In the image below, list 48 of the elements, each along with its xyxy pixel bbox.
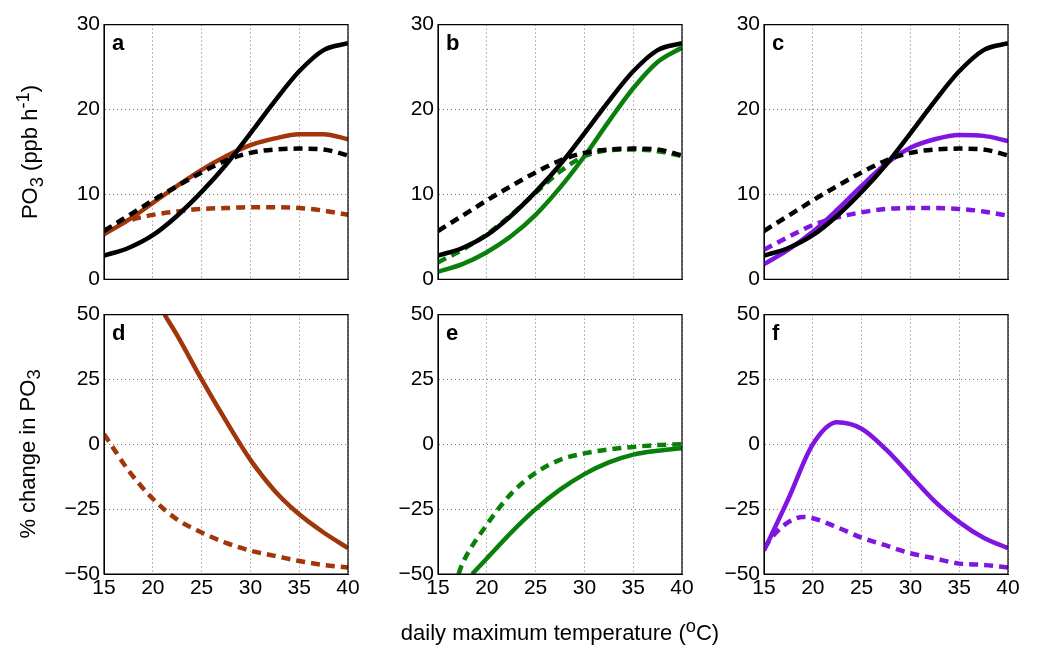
annotation: a [112, 29, 125, 55]
annotation: b [446, 29, 460, 55]
y-tick-label: 20 [736, 96, 760, 120]
y-tick-label: −25 [64, 495, 100, 519]
y-tick-label: 10 [410, 181, 434, 205]
y-tick-label: 50 [736, 301, 760, 325]
line-series [162, 314, 348, 551]
x-tick-label: 40 [670, 575, 694, 599]
y-tick-label: 50 [76, 301, 100, 325]
y-tick-label: 50 [410, 301, 434, 325]
x-tick-label: 30 [572, 575, 597, 599]
x-tick-label: 40 [996, 575, 1020, 599]
y-tick-label: 25 [410, 366, 434, 390]
y-tick-label: 0 [748, 266, 760, 290]
x-tick-label: 30 [238, 575, 263, 599]
y-tick-label: 10 [76, 181, 100, 205]
y-tick-label: 0 [422, 431, 434, 455]
x-tick-label: 20 [475, 575, 499, 599]
y-tick-label: 0 [88, 431, 100, 455]
x-tick-label: 35 [621, 575, 645, 599]
y-tick-label: 10 [736, 181, 760, 205]
y-tick-label: 30 [736, 11, 760, 35]
y-tick-label: 20 [76, 96, 100, 120]
y-tick-label: 20 [410, 96, 434, 120]
y-tick-label: 0 [422, 266, 434, 290]
line-series [104, 431, 348, 570]
annotation: e [446, 319, 459, 345]
x-tick-label: 20 [141, 575, 165, 599]
y-tick-label: 30 [410, 11, 434, 35]
x-tick-label: 20 [801, 575, 825, 599]
x-axis-title: daily maximum temperature ($^{o}$C) [400, 614, 720, 648]
x-tick-label: 40 [336, 575, 360, 599]
annotation: c [772, 29, 785, 55]
x-tick-label: 35 [947, 575, 971, 599]
y-tick-label: −25 [724, 495, 760, 519]
y-tick-label: 0 [748, 431, 760, 455]
x-tick-label: 25 [849, 575, 874, 599]
y-tick-label: 25 [76, 366, 100, 390]
annotation: d [112, 319, 126, 345]
annotation: f [772, 319, 780, 345]
x-tick-label: 25 [523, 575, 548, 599]
y-tick-label: 0 [88, 266, 100, 290]
x-tick-label: 30 [898, 575, 923, 599]
x-tick-label: 25 [189, 575, 214, 599]
y-tick-label: 30 [76, 11, 100, 35]
x-tick-label: 35 [287, 575, 311, 599]
y-tick-label: −25 [398, 495, 434, 519]
y-tick-label: 25 [736, 366, 760, 390]
